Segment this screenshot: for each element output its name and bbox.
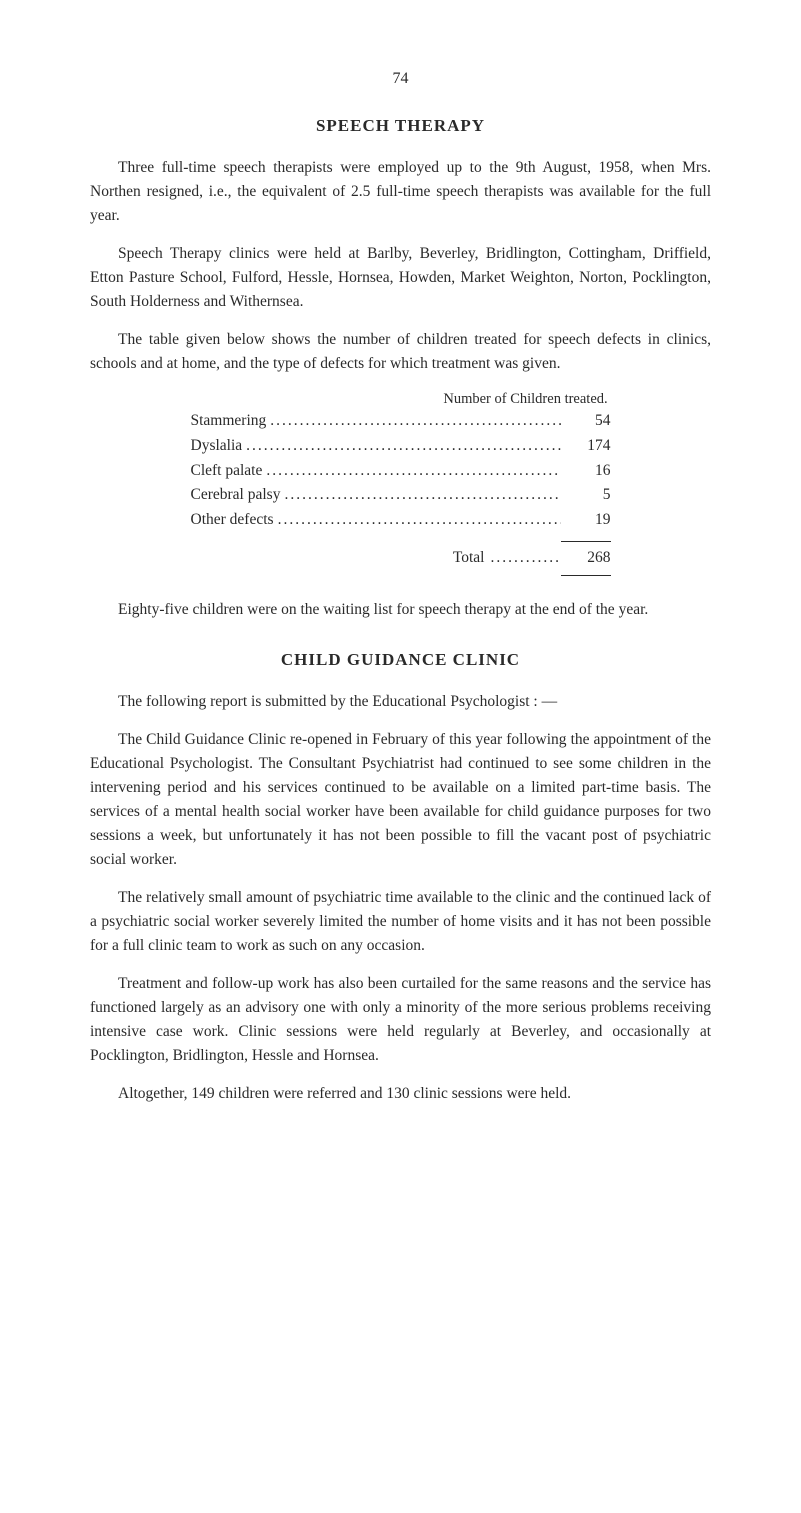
row-label: Dyslalia [191, 434, 243, 459]
table-header: Number of Children treated. [191, 390, 611, 409]
row-value: 174 [561, 434, 611, 459]
paragraph: Eighty-five children were on the waiting… [90, 598, 711, 622]
paragraph: The relatively small amount of psychiatr… [90, 886, 711, 958]
dot-leader [242, 434, 560, 459]
row-label: Stammering [191, 409, 267, 434]
paragraph: Treatment and follow-up work has also be… [90, 972, 711, 1068]
table-total-row: Total 268 [191, 546, 611, 571]
total-value: 268 [561, 546, 611, 571]
dot-leader [262, 459, 560, 484]
dot-leader [266, 409, 560, 434]
dot-leader [280, 483, 560, 508]
table-row: Cerebral palsy 5 [191, 483, 611, 508]
table-row: Stammering 54 [191, 409, 611, 434]
row-value: 5 [561, 483, 611, 508]
page-container: 74 SPEECH THERAPY Three full-time speech… [0, 0, 801, 1513]
table-header-text: Number of Children treated. [441, 390, 611, 409]
paragraph: The table given below shows the number o… [90, 328, 711, 376]
row-label: Other defects [191, 508, 274, 533]
section-heading-speech-therapy: SPEECH THERAPY [90, 116, 711, 136]
row-value: 19 [561, 508, 611, 533]
row-value: 54 [561, 409, 611, 434]
paragraph: Speech Therapy clinics were held at Barl… [90, 242, 711, 314]
row-label: Cleft palate [191, 459, 263, 484]
page-number: 74 [90, 70, 711, 88]
table-row: Cleft palate 16 [191, 459, 611, 484]
paragraph: Three full-time speech therapists were e… [90, 156, 711, 228]
total-label: Total [453, 546, 491, 571]
paragraph: The Child Guidance Clinic re-opened in F… [90, 728, 711, 872]
row-label: Cerebral palsy [191, 483, 281, 508]
rule [561, 575, 611, 576]
paragraph: The following report is submitted by the… [90, 690, 711, 714]
table-row: Dyslalia 174 [191, 434, 611, 459]
dot-leader [491, 546, 561, 571]
paragraph: Altogether, 149 children were referred a… [90, 1082, 711, 1106]
table-row: Other defects 19 [191, 508, 611, 533]
row-value: 16 [561, 459, 611, 484]
section-heading-child-guidance: CHILD GUIDANCE CLINIC [90, 650, 711, 670]
dot-leader [274, 508, 561, 533]
defects-table: Number of Children treated. Stammering 5… [191, 390, 611, 576]
